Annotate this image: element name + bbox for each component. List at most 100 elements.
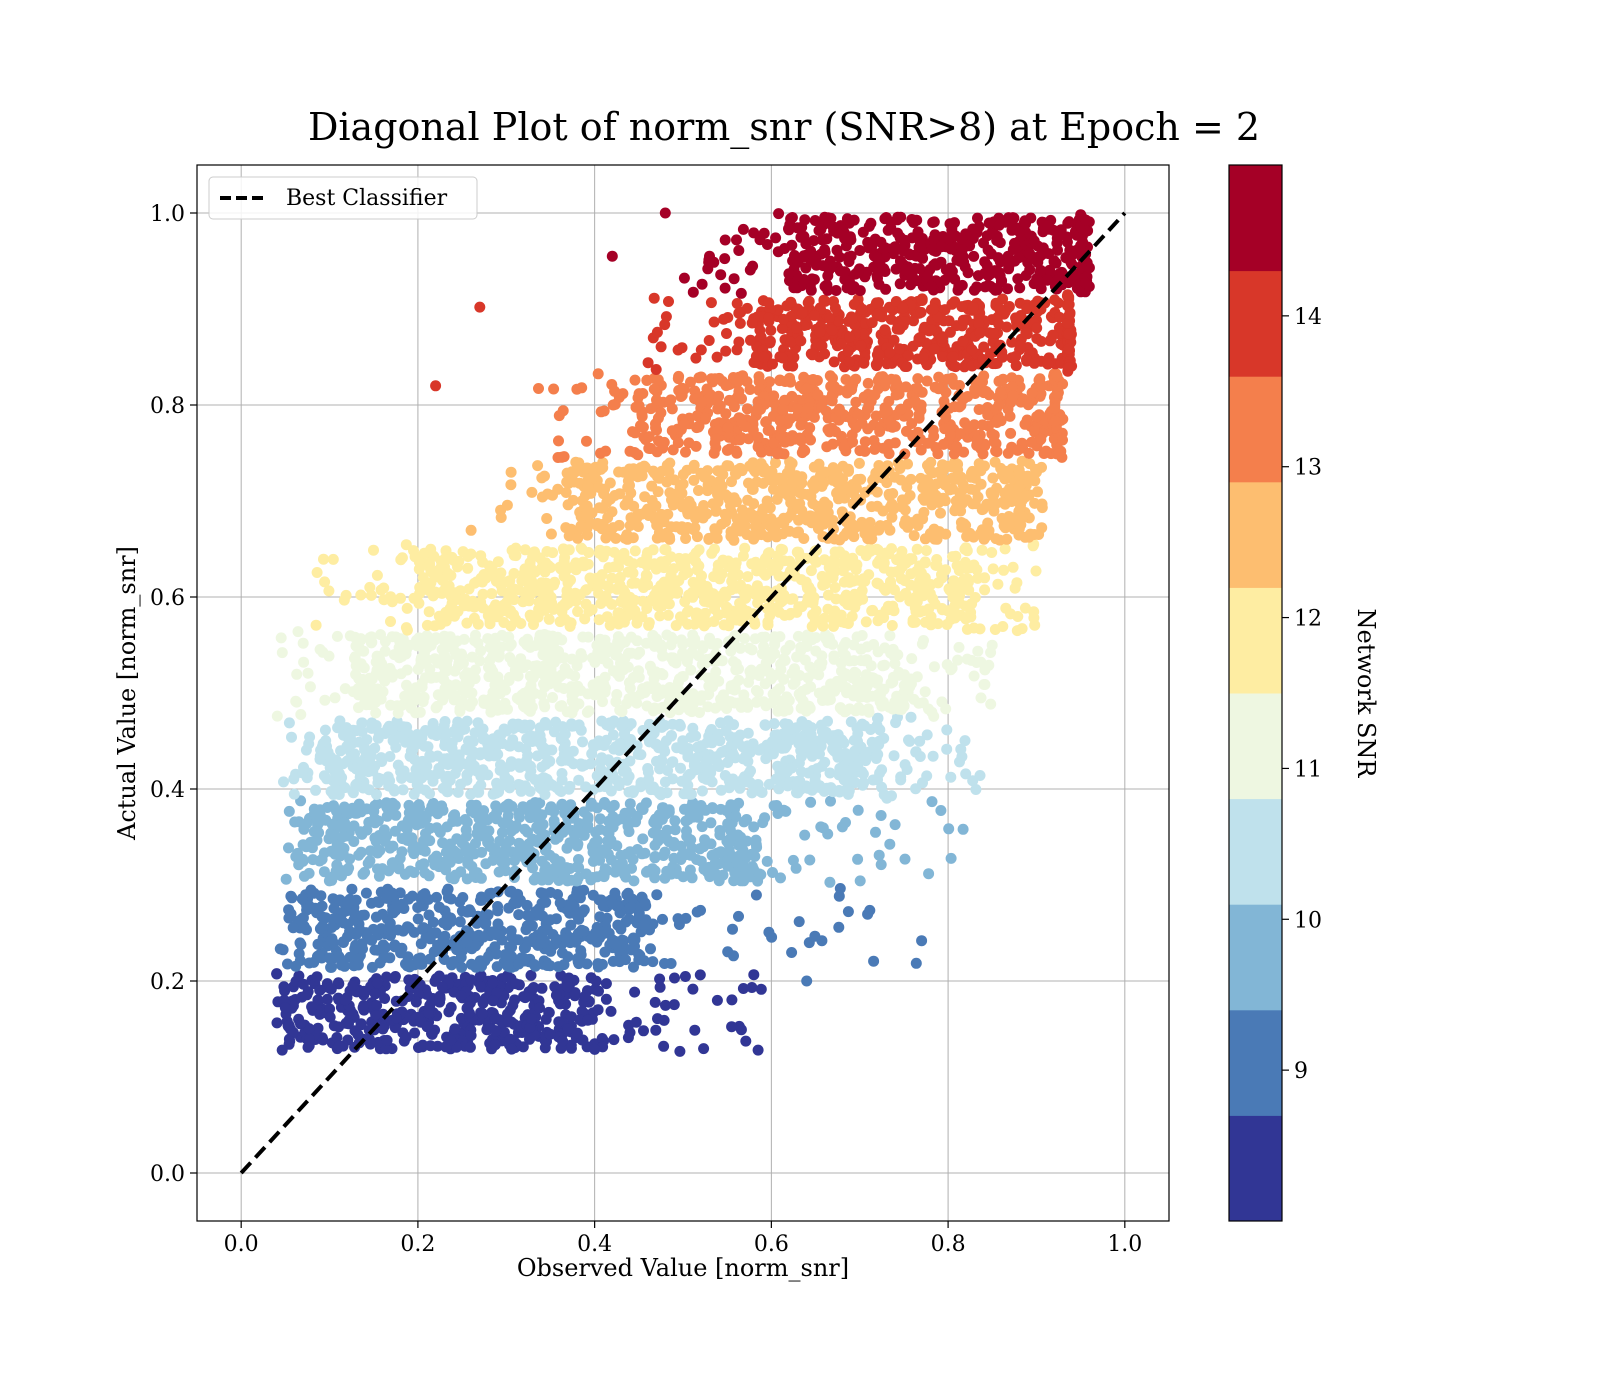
- scatter-point: [1013, 482, 1025, 493]
- scatter-point: [364, 581, 376, 593]
- scatter-point: [411, 729, 423, 740]
- scatter-point: [368, 697, 380, 709]
- scatter-point: [550, 989, 562, 1001]
- scatter-point: [536, 932, 548, 944]
- scatter-point: [922, 459, 933, 471]
- scatter-point: [353, 849, 365, 861]
- scatter-point: [520, 942, 531, 954]
- scatter-point: [684, 864, 696, 876]
- scatter-point: [967, 498, 979, 510]
- scatter-point: [324, 952, 335, 964]
- scatter-point: [873, 739, 885, 751]
- scatter-point: [623, 677, 635, 689]
- scatter-point: [325, 983, 337, 995]
- scatter-point: [431, 822, 443, 834]
- scatter-point: [449, 588, 461, 600]
- scatter-point: [632, 748, 644, 760]
- scatter-point: [582, 481, 594, 493]
- scatter-point: [565, 1039, 577, 1051]
- scatter-point: [466, 958, 477, 970]
- scatter-point: [622, 475, 634, 487]
- scatter-point: [687, 811, 699, 823]
- scatter-point: [780, 740, 792, 752]
- scatter-point: [658, 1014, 670, 1026]
- scatter-point: [455, 990, 467, 1002]
- scatter-point: [318, 770, 330, 782]
- scatter-point: [536, 855, 548, 867]
- scatter-point: [636, 611, 648, 623]
- scatter-point: [622, 494, 634, 506]
- scatter-point: [283, 805, 295, 817]
- scatter-point: [509, 855, 520, 867]
- scatter-point: [376, 756, 388, 767]
- scatter-point: [271, 1017, 283, 1029]
- scatter-point: [511, 661, 522, 673]
- scatter-point: [657, 913, 668, 925]
- scatter-point: [311, 567, 323, 578]
- scatter-point: [493, 786, 505, 798]
- scatter-point: [906, 653, 918, 665]
- scatter-point: [687, 983, 699, 995]
- scatter-point: [720, 725, 732, 737]
- scatter-point: [400, 622, 412, 634]
- scatter-point: [608, 799, 620, 811]
- scatter-point: [302, 1041, 314, 1053]
- scatter-point: [461, 873, 473, 885]
- scatter-point: [782, 780, 794, 792]
- scatter-point: [319, 724, 331, 736]
- scatter-point: [487, 926, 499, 938]
- scatter-point: [835, 609, 847, 621]
- scatter-point: [729, 867, 741, 879]
- scatter-point: [478, 805, 490, 817]
- scatter-point: [442, 641, 454, 653]
- scatter-point: [569, 670, 581, 682]
- scatter-point: [1003, 488, 1015, 500]
- scatter-point: [664, 585, 676, 597]
- scatter-point: [848, 734, 860, 746]
- scatter-point: [819, 578, 831, 590]
- scatter-point: [752, 687, 764, 698]
- scatter-point: [940, 528, 952, 540]
- scatter-point: [594, 547, 605, 559]
- scatter-point: [748, 821, 760, 833]
- scatter-point: [540, 1013, 552, 1025]
- scatter-point: [590, 975, 602, 987]
- scatter-point: [593, 677, 605, 689]
- scatter-point: [539, 888, 551, 900]
- scatter-point: [986, 547, 998, 558]
- scatter-point: [344, 731, 356, 743]
- scatter-point: [465, 1030, 477, 1041]
- scatter-point: [424, 663, 436, 675]
- scatter-point: [987, 472, 999, 484]
- scatter-point: [854, 689, 866, 701]
- scatter-point: [912, 373, 924, 385]
- scatter-point: [541, 960, 553, 971]
- scatter-point: [390, 1012, 402, 1024]
- scatter-point: [532, 460, 544, 472]
- scatter-point: [429, 620, 441, 632]
- scatter-point: [888, 750, 900, 762]
- scatter-point: [276, 1044, 288, 1056]
- scatter-point: [297, 637, 309, 649]
- scatter-point: [496, 827, 508, 839]
- scatter-point: [468, 746, 480, 758]
- scatter-point: [737, 983, 749, 994]
- scatter-point: [722, 946, 734, 958]
- scatter-point: [406, 832, 418, 844]
- scatter-point: [363, 784, 375, 796]
- scatter-point: [894, 463, 906, 474]
- scatter-point: [487, 733, 499, 745]
- scatter-point: [303, 957, 315, 969]
- scatter-point: [352, 1029, 364, 1041]
- scatter-point: [418, 922, 429, 934]
- scatter-point: [384, 952, 396, 964]
- scatter-point: [477, 1008, 489, 1020]
- scatter-point: [540, 675, 552, 687]
- scatter-point: [703, 533, 715, 545]
- scatter-point: [384, 751, 396, 762]
- scatter-point: [662, 834, 674, 846]
- scatter-point: [551, 933, 562, 945]
- scatter-point: [912, 513, 923, 525]
- scatter-point: [570, 456, 582, 468]
- scatter-point: [539, 701, 551, 713]
